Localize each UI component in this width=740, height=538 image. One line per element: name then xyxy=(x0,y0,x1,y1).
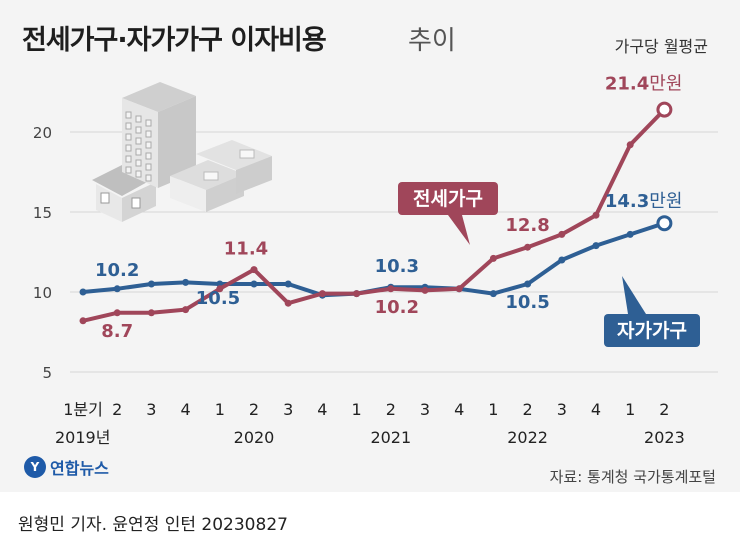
data-point xyxy=(626,230,634,238)
data-point xyxy=(592,211,600,219)
data-point xyxy=(216,285,224,293)
data-point xyxy=(318,290,326,298)
x-tick-label: 4 xyxy=(454,400,464,419)
data-point xyxy=(250,280,258,288)
y-tick-label: 5 xyxy=(42,364,52,382)
x-tick-label: 2 xyxy=(523,400,533,419)
line-chart: 5 10 15 20 10.2 8.7 11.4 10.5 10.3 10.2 12.8 10.5 2… xyxy=(33,74,718,447)
x-tick-label: 1분기 xyxy=(63,400,103,419)
x-tick-label: 4 xyxy=(317,400,327,419)
x-tick-label: 2 xyxy=(659,400,669,419)
data-label: 14.3만원 xyxy=(605,191,683,212)
legend-callout: 전세가구 xyxy=(398,182,498,245)
x-year-label: 2021 xyxy=(370,428,411,447)
data-point xyxy=(182,306,190,314)
data-point xyxy=(421,286,429,294)
yonhap-logo-icon: Y xyxy=(24,456,46,478)
buildings-illustration xyxy=(92,82,272,222)
chart-panel xyxy=(0,0,740,492)
data-point xyxy=(455,285,463,293)
data-point xyxy=(558,256,566,264)
x-tick-label: 3 xyxy=(146,400,156,419)
x-tick-label: 1 xyxy=(625,400,635,419)
x-tick-label: 4 xyxy=(181,400,191,419)
data-point xyxy=(592,242,600,250)
chart-title: 전세가구·자가가구 이자비용 xyxy=(22,25,327,56)
x-tick-label: 1 xyxy=(215,400,225,419)
logo-text: 연합뉴스 xyxy=(50,459,109,478)
data-point xyxy=(250,266,258,274)
x-tick-label: 2 xyxy=(112,400,122,419)
y-tick-label: 20 xyxy=(33,124,52,142)
data-point xyxy=(147,280,155,288)
chart-title-suffix: 추이 xyxy=(408,26,456,56)
x-tick-label: 1 xyxy=(352,400,362,419)
data-label: 21.4만원 xyxy=(605,74,683,95)
legend-callout: 자가가구 xyxy=(604,276,700,347)
data-label: 10.5 xyxy=(196,288,240,309)
data-point xyxy=(353,290,361,298)
legend-label: 자가가구 xyxy=(617,320,687,342)
legend-label: 전세가구 xyxy=(413,188,483,210)
data-point xyxy=(524,280,532,288)
data-label: 10.2 xyxy=(95,260,139,281)
data-point xyxy=(489,290,497,298)
x-year-label: 2019년 xyxy=(55,428,110,447)
data-point xyxy=(524,243,532,251)
data-point xyxy=(558,230,566,238)
x-year-label: 2022 xyxy=(507,428,548,447)
data-label: 12.8 xyxy=(505,215,549,236)
data-label: 11.4 xyxy=(224,239,268,260)
data-point xyxy=(182,278,190,286)
data-point xyxy=(113,309,121,317)
data-label: 8.7 xyxy=(101,321,133,342)
end-point-marker xyxy=(656,215,673,232)
data-point xyxy=(284,299,292,307)
yonhap-logo: Y 연합뉴스 xyxy=(24,455,109,479)
unit-label: 가구당 월평균 xyxy=(614,37,708,56)
data-point xyxy=(626,141,634,149)
end-point-marker xyxy=(656,101,673,118)
x-tick-label: 2 xyxy=(249,400,259,419)
x-tick-label: 3 xyxy=(283,400,293,419)
data-point xyxy=(79,317,87,325)
series-line xyxy=(82,108,666,323)
data-label: 10.2 xyxy=(375,297,419,318)
x-tick-label: 3 xyxy=(557,400,567,419)
x-year-label: 2023 xyxy=(644,428,685,447)
data-point xyxy=(284,280,292,288)
data-label: 10.3 xyxy=(375,256,419,277)
x-tick-label: 4 xyxy=(591,400,601,419)
data-point xyxy=(113,285,121,293)
data-point xyxy=(387,285,395,293)
x-year-label: 2020 xyxy=(234,428,275,447)
x-tick-label: 2 xyxy=(386,400,396,419)
x-tick-label: 1 xyxy=(488,400,498,419)
data-point xyxy=(79,288,87,296)
y-tick-label: 10 xyxy=(33,284,52,302)
data-point xyxy=(489,254,497,262)
x-tick-label: 3 xyxy=(420,400,430,419)
data-point xyxy=(147,309,155,317)
data-label: 10.5 xyxy=(505,292,549,313)
source-note: 자료: 통계청 국가통계포털 xyxy=(549,468,716,486)
credit-line: 원형민 기자. 윤연정 인턴 20230827 xyxy=(18,515,288,535)
y-tick-label: 15 xyxy=(33,204,52,222)
